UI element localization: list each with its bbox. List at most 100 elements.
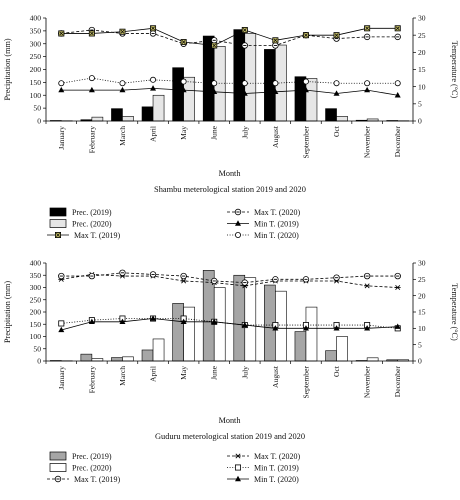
x-tick-label: June <box>210 365 219 380</box>
legend-label: Prec. (2020) <box>72 464 112 473</box>
y2-tick-label: 25 <box>418 275 426 284</box>
series-line <box>61 318 398 331</box>
x-tick-label: July <box>240 366 249 379</box>
data-point-cross <box>273 38 278 43</box>
data-point <box>272 42 279 49</box>
y-tick-label: 200 <box>30 65 42 74</box>
y-tick-label: 0 <box>37 357 41 366</box>
data-point <box>211 80 218 87</box>
data-point <box>302 32 309 39</box>
data-point-cross <box>304 33 308 38</box>
y2-tick-label: 15 <box>418 308 426 317</box>
bar <box>336 336 348 362</box>
data-point <box>150 25 157 32</box>
data-point <box>394 323 401 329</box>
x-axis-title: Month <box>219 416 241 425</box>
bar <box>305 78 318 122</box>
y2-axis-title: Temperature (°C) <box>450 41 459 99</box>
legend-label: Min T. (2019) <box>254 220 299 229</box>
y-tick-label: 300 <box>30 39 42 48</box>
series-line <box>61 29 398 46</box>
legend-label: Max T. (2020) <box>254 208 300 217</box>
x-tick-label: June <box>210 125 219 140</box>
y-tick-label: 200 <box>30 308 42 317</box>
data-point <box>394 92 401 98</box>
bar <box>366 357 379 362</box>
bar <box>141 106 154 122</box>
bar <box>122 356 134 362</box>
data-point <box>333 325 340 331</box>
legend-swatch <box>49 451 67 461</box>
data-point <box>58 320 65 327</box>
legend-shambu: Prec. (2019) Prec. (2020) Max T. (2019) Max… <box>47 207 300 240</box>
bar <box>172 303 184 362</box>
legend-label: Prec. (2020) <box>72 220 112 229</box>
data-point-cross <box>90 31 94 36</box>
data-point <box>241 279 248 286</box>
data-point <box>58 272 65 280</box>
x-tick-label: January <box>57 366 66 390</box>
data-point <box>272 325 279 331</box>
data-point <box>150 315 157 321</box>
data-point <box>302 78 309 85</box>
data-point <box>333 274 340 281</box>
data-point <box>241 27 248 34</box>
x-tick-label: April <box>149 126 158 142</box>
y-tick-label: 100 <box>30 332 42 341</box>
data-point-cross <box>120 29 125 34</box>
legend-guduru: Prec. (2019) Prec. (2020) Max T. (2019) Max… <box>47 451 300 484</box>
x-tick-label: July <box>240 126 249 139</box>
data-point <box>149 30 157 37</box>
legend-item: Min T. (2020) <box>227 231 299 240</box>
data-point <box>272 37 279 44</box>
x-tick-label: April <box>149 366 158 382</box>
y-tick-label: 250 <box>30 52 42 61</box>
data-point <box>58 326 65 333</box>
chart-shambu-title: Shambu meterological station 2019 and 20… <box>154 185 306 194</box>
x-tick-label: March <box>118 126 127 146</box>
legend-label: Min T. (2019) <box>254 464 299 473</box>
chart-guduru-title: Guduru meterological station 2019 and 20… <box>155 432 305 441</box>
legend-label: Max T. (2019) <box>74 231 120 240</box>
legend-swatch <box>49 207 67 217</box>
bar <box>141 349 154 362</box>
data-point <box>272 88 279 95</box>
x-tick-label: November <box>363 366 372 399</box>
y2-tick-label: 5 <box>418 99 422 108</box>
bar <box>91 116 104 122</box>
y-tick-label: 50 <box>33 344 41 353</box>
y-tick-label: 250 <box>30 295 42 304</box>
y2-tick-label: 10 <box>418 324 426 333</box>
data-point <box>58 30 65 37</box>
y2-tick-label: 15 <box>418 65 426 74</box>
legend-marker <box>54 475 62 483</box>
data-point <box>333 80 340 87</box>
data-point <box>364 86 371 93</box>
data-point <box>241 321 248 328</box>
y-tick-label: 350 <box>30 26 42 35</box>
data-point <box>333 90 340 96</box>
data-point <box>88 318 95 324</box>
legend-label: Prec. (2019) <box>72 208 112 217</box>
data-point <box>180 39 187 46</box>
series-line <box>61 272 398 284</box>
legend-label: Min T. (2020) <box>254 231 299 240</box>
x-tick-label: September <box>301 366 310 399</box>
data-point-cross <box>242 28 247 32</box>
y-tick-label: 150 <box>30 78 42 87</box>
bar <box>80 353 93 362</box>
y2-tick-label: 0 <box>418 117 422 126</box>
y-tick-label: 50 <box>33 104 41 113</box>
bar <box>122 116 134 122</box>
legend-item: Max T. (2019) <box>47 231 120 240</box>
legend-marker <box>234 464 241 471</box>
data-point <box>272 80 279 87</box>
data-point <box>180 86 187 93</box>
y-tick-label: 350 <box>30 271 42 280</box>
series-line <box>61 27 398 46</box>
data-point-cross <box>151 26 155 31</box>
legend-item: Prec. (2020) <box>49 463 112 473</box>
data-point <box>302 325 309 331</box>
data-point <box>394 285 401 290</box>
legend-marker <box>235 453 241 459</box>
